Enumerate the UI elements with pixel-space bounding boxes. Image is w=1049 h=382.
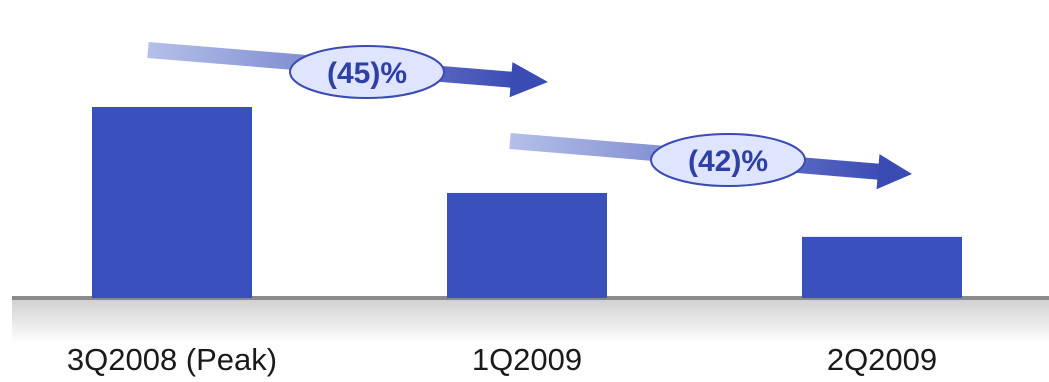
category-label-3q2008: 3Q2008 (Peak): [67, 342, 277, 377]
category-label-1q2009: 1Q2009: [472, 342, 582, 377]
category-label-2q2009: 2Q2009: [827, 342, 937, 377]
change-badge-label: (42)%: [688, 145, 768, 178]
change-arrow-2: (42)%: [509, 133, 912, 190]
bar-3q2008-peak: [92, 107, 252, 298]
change-arrow-1: (45)%: [147, 42, 548, 99]
arrow-head: [509, 62, 548, 98]
floor-band: [12, 298, 1049, 343]
bar-2q2009: [802, 236, 962, 298]
arrow-head: [876, 154, 912, 190]
change-badge: [650, 133, 806, 187]
change-badge: [289, 45, 445, 99]
bar-1q2009: [447, 192, 607, 298]
change-badge-label: (45)%: [327, 57, 407, 90]
change-arrows: (45)% (42)%: [147, 42, 912, 190]
bars: [92, 107, 962, 298]
